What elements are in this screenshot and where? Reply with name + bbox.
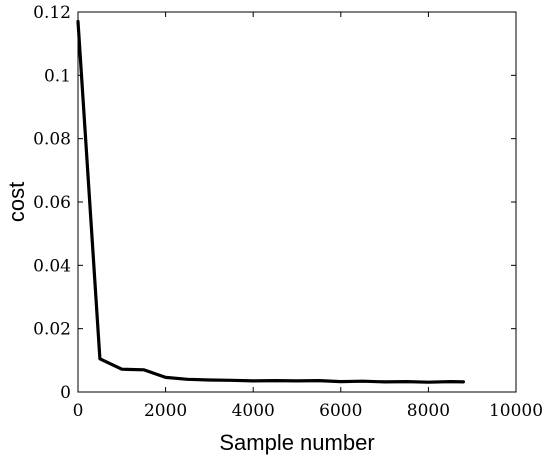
y-tick-label: 0.02 xyxy=(33,320,71,340)
x-tick-label: 8000 xyxy=(407,401,450,421)
x-tick-label: 10000 xyxy=(489,401,543,421)
y-tick-labels: 0 0.02 0.04 0.06 0.08 0.1 0.12 xyxy=(33,3,71,403)
x-tick-label: 6000 xyxy=(319,401,362,421)
x-tick-label: 0 xyxy=(73,401,84,421)
y-tick-label: 0.06 xyxy=(33,193,71,213)
y-tick-label: 0.08 xyxy=(33,130,71,150)
y-tick-label: 0.12 xyxy=(33,3,71,23)
series-line xyxy=(76,19,465,384)
x-tick-label: 2000 xyxy=(144,401,187,421)
x-tick-labels: 0 2000 4000 6000 8000 10000 xyxy=(73,401,543,421)
y-tick-label: 0.04 xyxy=(33,256,71,276)
plot-area xyxy=(77,11,517,393)
y-axis-title: cost xyxy=(4,182,29,222)
x-axis-title: Sample number xyxy=(219,430,374,455)
y-tick-label: 0 xyxy=(60,383,71,403)
y-tick-label: 0.1 xyxy=(44,66,71,86)
x-tick-label: 4000 xyxy=(232,401,275,421)
